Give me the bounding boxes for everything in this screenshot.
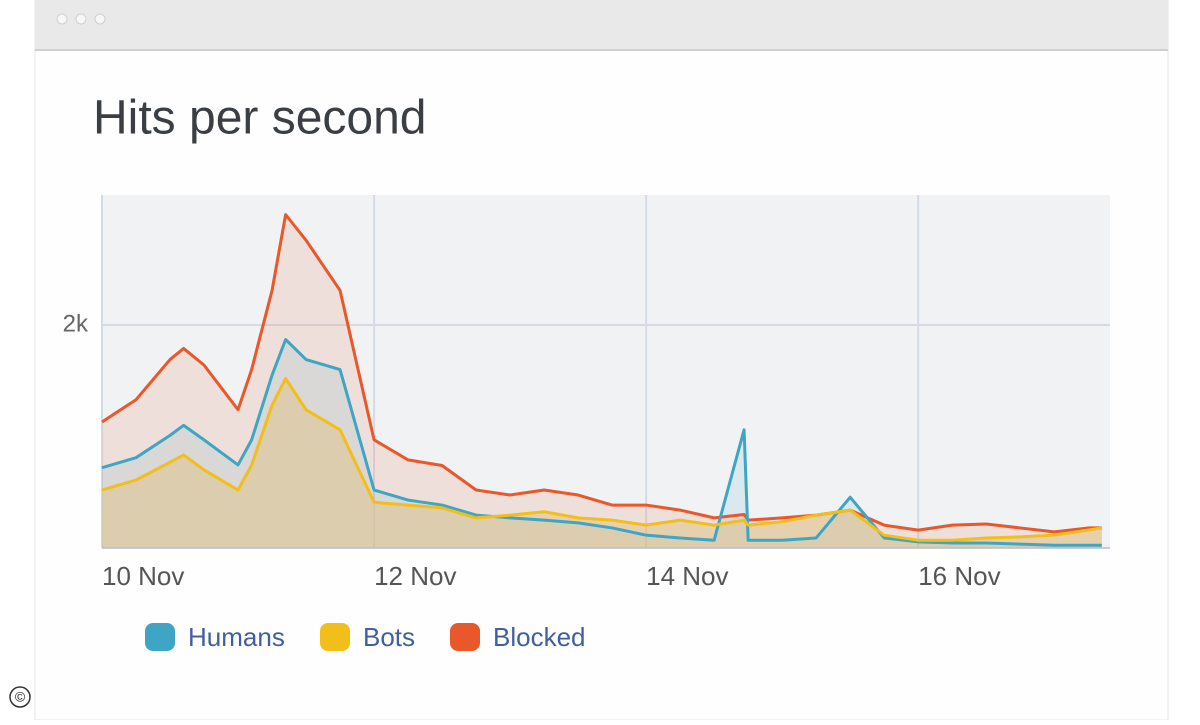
series-line bbox=[101, 213, 1102, 534]
legend-label: Bots bbox=[363, 622, 415, 652]
legend-swatch bbox=[450, 623, 480, 651]
plot: 2k 10 Nov 12 Nov 14 Nov 16 Nov bbox=[63, 195, 1110, 591]
legend-swatch bbox=[320, 623, 350, 651]
window-dot[interactable] bbox=[75, 13, 87, 25]
title-bar bbox=[35, 0, 1168, 50]
legend-label: Blocked bbox=[493, 622, 586, 652]
y-tick-label: 2k bbox=[63, 310, 89, 337]
legend-swatch bbox=[145, 623, 175, 651]
x-tick-label: 10 Nov bbox=[102, 561, 184, 591]
window-dot[interactable] bbox=[94, 13, 106, 25]
series-line bbox=[101, 377, 1103, 542]
window-dot[interactable] bbox=[56, 13, 68, 25]
copyright-badge bbox=[9, 686, 31, 708]
chart-title: Hits per second bbox=[93, 92, 427, 145]
x-tick-label: 12 Nov bbox=[374, 561, 456, 591]
x-tick-label: 16 Nov bbox=[918, 561, 1000, 591]
legend-label: Humans bbox=[188, 622, 285, 652]
copyright: © bbox=[15, 689, 26, 705]
x-tick-label: 14 Nov bbox=[646, 561, 728, 591]
series-line bbox=[101, 338, 1102, 547]
series-area bbox=[102, 378, 1102, 548]
